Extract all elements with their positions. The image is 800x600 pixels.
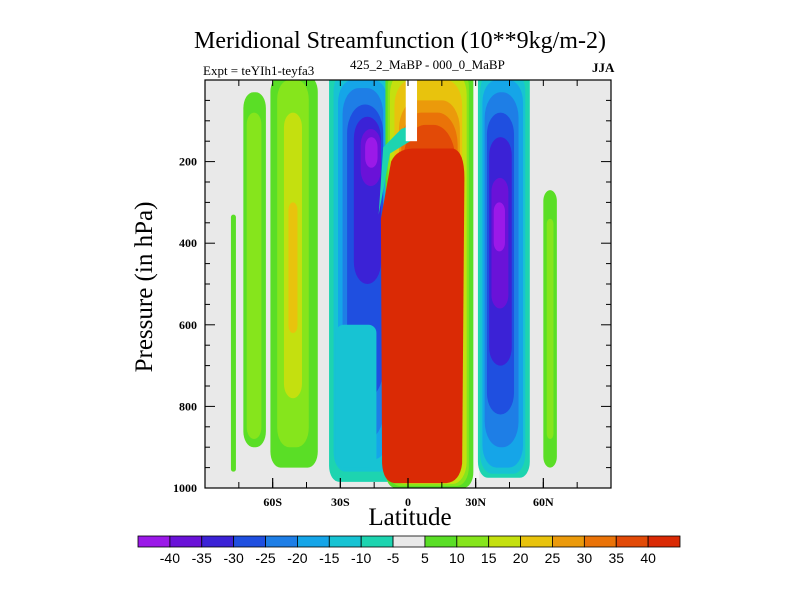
- y-tick-label: 1000: [173, 481, 197, 495]
- colorbar-tick-label: 40: [640, 550, 656, 566]
- colorbar: -40 -35 -30 -25 -20 -15 -10 -5 5 10 15 20 25 30 35 40: [137, 535, 681, 566]
- colorbar-swatch: [647, 535, 681, 548]
- colorbar-tick-label: 5: [421, 550, 429, 566]
- tropical-gap: [405, 80, 418, 142]
- colorbar-tick-label: -10: [351, 550, 371, 566]
- colorbar-swatch: [360, 535, 394, 548]
- equatorial-north-gap: [473, 80, 480, 480]
- colorbar-swatch: [265, 535, 298, 548]
- tropical-positive-cell: [378, 80, 480, 488]
- nh-subtropical-negative-cell: [477, 80, 530, 478]
- colorbar-tick-label: 35: [608, 550, 624, 566]
- y-tick-label: 200: [179, 155, 197, 169]
- sh-high-lat-band-level-1: [246, 112, 262, 440]
- x-tick-label: 60N: [533, 495, 554, 509]
- experiment-label: Expt = teYIh1-teyfa3: [203, 63, 315, 78]
- colorbar-swatch: [520, 535, 553, 548]
- x-tick-label: 30N: [465, 495, 486, 509]
- tropical-core-40: [380, 148, 465, 484]
- season-label: JJA: [592, 60, 615, 75]
- colorbar-swatch: [392, 535, 426, 548]
- sh-polar-sliver: [230, 214, 236, 472]
- x-tick-label: 60S: [263, 495, 282, 509]
- colorbar-swatch: [297, 535, 330, 548]
- sh-midlat-positive-cell: [270, 80, 318, 468]
- colorbar-swatch: [424, 535, 458, 548]
- x-axis-label: Latitude: [368, 504, 452, 531]
- x-tick-label: 30S: [331, 495, 350, 509]
- colorbar-tick-label: 25: [545, 550, 561, 566]
- y-tick-label: 800: [179, 399, 197, 413]
- colorbar-swatch: [615, 535, 649, 548]
- nh-subtropical-negative-cell-level-7: [493, 202, 505, 252]
- nh-high-lat-band-level-1: [546, 218, 554, 440]
- nh-high-lat-band: [543, 190, 557, 468]
- colorbar-swatch: [169, 535, 203, 548]
- chart-title: Meridional Streamfunction (10**9kg/m-2): [194, 28, 606, 54]
- colorbar-tick-label: -15: [319, 550, 339, 566]
- colorbar-swatch: [488, 535, 521, 548]
- colorbar-tick-label: 10: [449, 550, 465, 566]
- colorbar-swatch: [456, 535, 490, 548]
- y-tick-label: 600: [179, 318, 197, 332]
- colorbar-swatch: [201, 535, 235, 548]
- colorbar-tick-label: -5: [387, 550, 400, 566]
- y-tick-label: 400: [179, 236, 197, 250]
- chart-subtitle: 425_2_MaBP - 000_0_MaBP: [350, 57, 505, 72]
- colorbar-swatch: [583, 535, 617, 548]
- x-tick-label: 0: [405, 495, 411, 509]
- tropical-upper-edge: [378, 124, 418, 215]
- colorbar-tick-label: -30: [224, 550, 244, 566]
- colorbar-swatch: [137, 535, 171, 548]
- colorbar-tick-label: 20: [513, 550, 529, 566]
- colorbar-tick-label: -25: [255, 550, 275, 566]
- sh-subtropical-negative-cell-level-7: [365, 137, 378, 168]
- colorbar-swatch: [233, 535, 266, 548]
- colorbar-tick-label: 30: [577, 550, 593, 566]
- sh-midlat-positive-cell-level-3: [288, 202, 298, 333]
- colorbar-tick-label: -40: [160, 550, 180, 566]
- colorbar-swatch: [328, 535, 362, 548]
- sh-lower-negative-lobe: [335, 324, 377, 468]
- sh-high-lat-band: [243, 92, 266, 448]
- colorbar-tick-label: -35: [192, 550, 212, 566]
- colorbar-tick-label: -20: [287, 550, 307, 566]
- colorbar-tick-label: 15: [481, 550, 497, 566]
- colorbar-swatch: [552, 535, 585, 548]
